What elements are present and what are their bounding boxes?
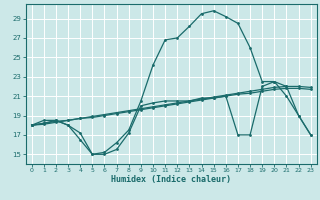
X-axis label: Humidex (Indice chaleur): Humidex (Indice chaleur) — [111, 175, 231, 184]
